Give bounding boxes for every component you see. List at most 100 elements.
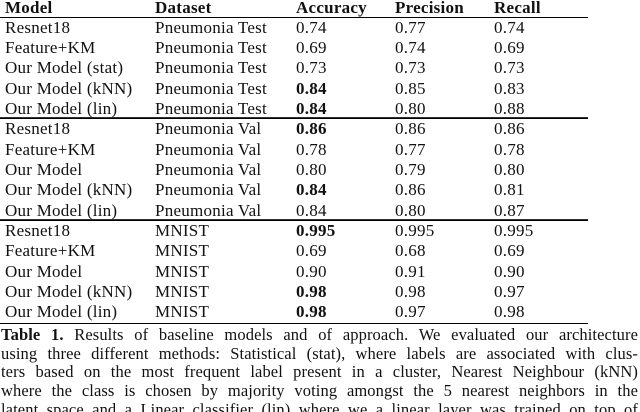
cell-precision: 0.91 <box>395 261 426 281</box>
cell-recall: 0.73 <box>494 58 525 78</box>
cell-accuracy: 0.90 <box>296 261 327 281</box>
cell-model: Our Model <box>5 261 83 281</box>
column-header-dataset: Dataset <box>155 0 212 17</box>
cell-precision: 0.80 <box>395 200 426 220</box>
cell-dataset: MNIST <box>155 261 210 281</box>
table-row: Our Model (kNN) Pneumonia Test 0.84 0.85 0.8… <box>0 79 588 99</box>
cell-model: Feature+KM <box>5 37 96 57</box>
table-row: Resnet18 MNIST 0.995 0.995 0.995 <box>0 221 588 241</box>
table-row: Our Model (lin) Pneumonia Val 0.84 0.80 0.87 <box>0 201 588 221</box>
cell-recall: 0.69 <box>494 37 525 57</box>
cell-dataset: Pneumonia Test <box>155 58 268 78</box>
cell-precision: 0.97 <box>395 302 426 322</box>
cell-recall: 0.995 <box>494 221 534 241</box>
table-row: Our Model (kNN) Pneumonia Val 0.84 0.86 0.81 <box>0 180 588 200</box>
cell-model: Our Model (lin) <box>5 98 118 118</box>
column-header-model: Model <box>5 0 53 17</box>
cell-precision: 0.85 <box>395 78 426 98</box>
cell-dataset: Pneumonia Val <box>155 160 262 179</box>
cell-model: Resnet18 <box>5 221 71 241</box>
cell-accuracy: 0.84 <box>296 200 327 220</box>
cell-accuracy: 0.84 <box>296 98 327 118</box>
cell-recall: 0.69 <box>494 241 525 261</box>
column-header-precision: Precision <box>395 0 464 17</box>
cell-model: Feature+KM <box>5 241 96 261</box>
caption-line: ters based on the most frequent label pr… <box>1 362 638 382</box>
cell-model: Resnet18 <box>5 119 71 139</box>
cell-recall: 0.97 <box>494 282 525 302</box>
cell-dataset: MNIST <box>155 241 210 261</box>
caption-line: using three different methods: Statistic… <box>1 343 638 363</box>
caption-line: Table 1. Results of baseline models and … <box>1 325 638 345</box>
cell-dataset: Pneumonia Val <box>155 139 262 159</box>
cell-recall: 0.78 <box>494 139 525 159</box>
cell-dataset: Pneumonia Val <box>155 119 262 139</box>
table-row: Our Model (lin) Pneumonia Test 0.84 0.80 0.8… <box>0 99 588 119</box>
cell-model: Resnet18 <box>5 17 71 37</box>
cell-model: Our Model (stat) <box>5 58 124 78</box>
table-row: Our Model Pneumonia Val 0.80 0.79 0.80 <box>0 160 588 180</box>
cell-precision: 0.79 <box>395 160 426 179</box>
cell-recall: 0.86 <box>494 119 525 139</box>
cell-dataset: Pneumonia Val <box>155 200 262 220</box>
cell-accuracy: 0.80 <box>296 160 327 179</box>
results-table: Model Dataset Accuracy Precision Recall … <box>0 0 588 324</box>
cell-recall: 0.90 <box>494 261 525 281</box>
cell-accuracy: 0.73 <box>296 58 327 78</box>
cell-recall: 0.81 <box>494 180 525 200</box>
cell-accuracy: 0.78 <box>296 139 327 159</box>
cell-recall: 0.80 <box>494 160 525 179</box>
cell-precision: 0.86 <box>395 180 426 200</box>
cell-recall: 0.98 <box>494 302 525 322</box>
caption-label: Table 1. <box>1 325 75 345</box>
cell-recall: 0.87 <box>494 200 525 220</box>
cell-precision: 0.77 <box>395 17 426 37</box>
table-row: Our Model MNIST 0.90 0.91 0.90 <box>0 262 588 282</box>
cell-accuracy: 0.98 <box>296 302 327 322</box>
cell-dataset: MNIST <box>155 302 210 322</box>
cell-precision: 0.98 <box>395 282 426 302</box>
cell-dataset: Pneumonia Test <box>155 98 268 118</box>
cell-accuracy: 0.69 <box>296 37 327 57</box>
cell-dataset: Pneumonia Test <box>155 17 268 37</box>
cell-precision: 0.80 <box>395 98 426 118</box>
cell-precision: 0.74 <box>395 37 426 57</box>
column-header-recall: Recall <box>494 0 541 17</box>
table-row: Resnet18 Pneumonia Val 0.86 0.86 0.86 <box>0 119 588 139</box>
results-table-rows: Resnet18 Pneumonia Test 0.74 0.77 0.74 Featur… <box>0 18 588 323</box>
table-caption: Table 1. Results of baseline models and … <box>1 325 638 412</box>
table-row: Our Model (lin) MNIST 0.98 0.97 0.98 <box>0 302 588 322</box>
cell-accuracy: 0.995 <box>296 221 336 241</box>
cell-dataset: Pneumonia Test <box>155 37 268 57</box>
cell-model: Our Model <box>5 160 83 179</box>
cell-dataset: Pneumonia Test <box>155 78 268 98</box>
table-row: Our Model (kNN) MNIST 0.98 0.98 0.97 <box>0 282 588 302</box>
table-row: Our Model (stat) Pneumonia Test 0.73 0.73 0.… <box>0 58 588 78</box>
table-header-row: Model Dataset Accuracy Precision Recall <box>0 0 588 18</box>
cell-recall: 0.74 <box>494 17 525 37</box>
cell-model: Our Model (lin) <box>5 200 118 220</box>
cell-accuracy: 0.69 <box>296 241 327 261</box>
table-row: Resnet18 Pneumonia Test 0.74 0.77 0.74 <box>0 18 588 38</box>
cell-dataset: MNIST <box>155 282 210 302</box>
cell-accuracy: 0.74 <box>296 17 327 37</box>
cell-model: Feature+KM <box>5 139 96 159</box>
cell-precision: 0.77 <box>395 139 426 159</box>
cell-dataset: Pneumonia Val <box>155 180 262 200</box>
cell-model: Our Model (lin) <box>5 302 118 322</box>
table-row: Feature+KM Pneumonia Val 0.78 0.77 0.78 <box>0 140 588 160</box>
cell-accuracy: 0.84 <box>296 180 327 200</box>
cell-precision: 0.68 <box>395 241 426 261</box>
cell-precision: 0.73 <box>395 58 426 78</box>
table-row: Feature+KM Pneumonia Test 0.69 0.74 0.69 <box>0 38 588 58</box>
cell-recall: 0.88 <box>494 98 525 118</box>
cell-model: Our Model (kNN) <box>5 78 133 98</box>
caption-line: where the class is chosen by majority vo… <box>1 381 638 401</box>
cell-model: Our Model (kNN) <box>5 180 133 200</box>
cell-model: Our Model (kNN) <box>5 282 133 302</box>
cell-precision: 0.86 <box>395 119 426 139</box>
cell-accuracy: 0.86 <box>296 119 327 139</box>
cell-recall: 0.83 <box>494 78 525 98</box>
cell-accuracy: 0.98 <box>296 282 327 302</box>
